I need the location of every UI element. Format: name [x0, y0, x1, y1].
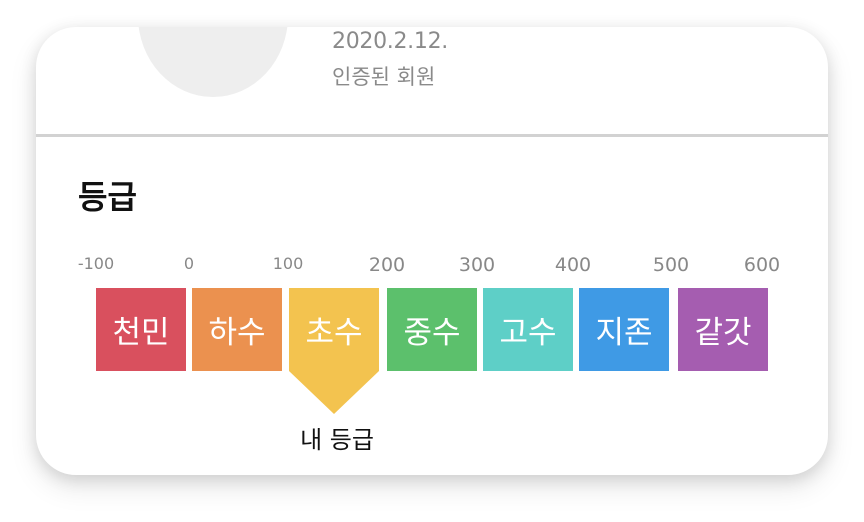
tier-block-jijon: 지존 — [579, 288, 669, 371]
tier-label: 같갓 — [694, 315, 752, 351]
tier-label: 고수 — [499, 315, 557, 351]
tier-label: 하수 — [208, 315, 266, 351]
scale-tick-label: -100 — [77, 254, 115, 273]
tier-label: 중수 — [403, 315, 461, 351]
divider — [36, 134, 828, 137]
scale-tick-label: 0 — [183, 254, 195, 273]
member-status: 인증된 회원 — [332, 65, 436, 89]
tier-block-cheonmin: 천민 — [96, 288, 186, 371]
tier-block-jungsu: 중수 — [387, 288, 477, 371]
avatar[interactable] — [138, 27, 288, 97]
tier-label: 초수 — [305, 315, 363, 351]
join-date: 2020.2.12. — [332, 29, 448, 54]
scale-tick-label: 400 — [554, 254, 592, 276]
section-title-grade: 등급 — [78, 178, 137, 216]
my-tier-label: 내 등급 — [300, 426, 374, 454]
tier-block-gatgat: 같갓 — [678, 288, 768, 371]
scale-tick-label: 300 — [458, 254, 496, 276]
tier-block-chosu-current: 초수 — [289, 288, 379, 414]
tier-label: 지존 — [595, 315, 653, 351]
tier-block-hasu: 하수 — [192, 288, 282, 371]
profile-card: 2020.2.12. 인증된 회원 등급 -100 0 100 200 300 … — [36, 27, 828, 475]
scale-tick-label: 600 — [743, 254, 781, 276]
scale-tick-label: 500 — [652, 254, 690, 276]
tier-label: 천민 — [112, 315, 170, 351]
tier-block-gosu: 고수 — [483, 288, 573, 371]
scale-tick-label: 100 — [272, 254, 304, 273]
scale-tick-label: 200 — [368, 254, 406, 276]
